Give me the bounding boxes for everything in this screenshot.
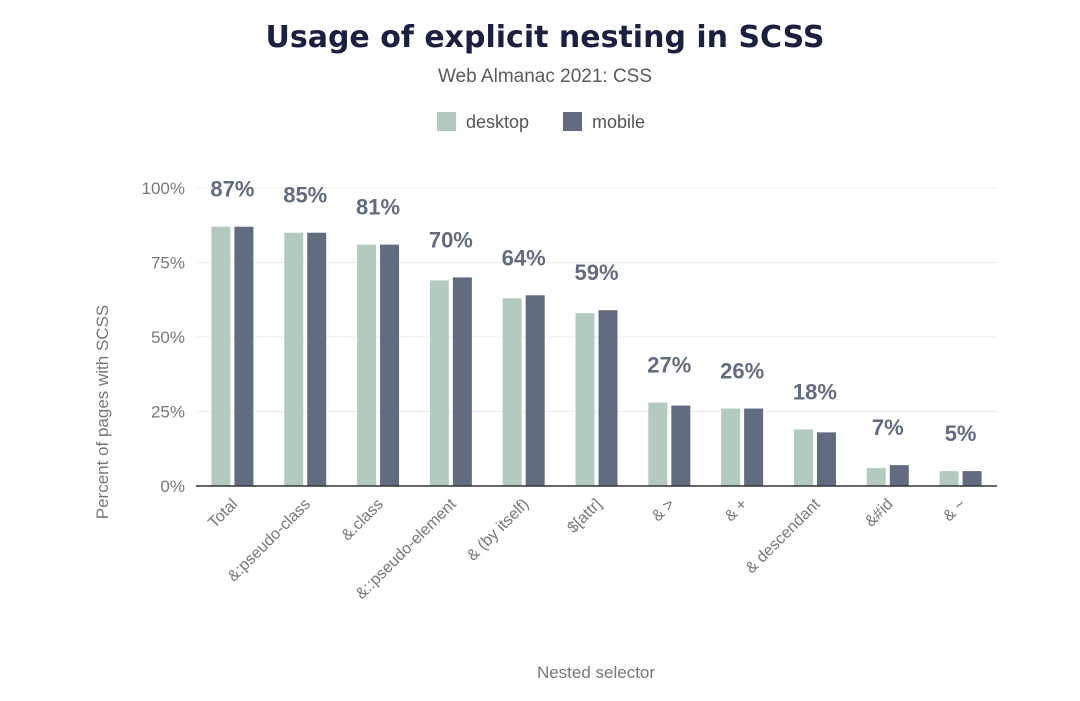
x-category-label: & > xyxy=(649,496,678,525)
bar-mobile xyxy=(816,432,836,486)
legend-swatch-mobile xyxy=(563,112,582,131)
x-category-label: &.class xyxy=(338,496,386,544)
bar-desktop xyxy=(284,232,304,486)
bar-mobile xyxy=(452,277,472,486)
bar-desktop xyxy=(575,313,595,486)
data-label: 7% xyxy=(872,415,904,440)
data-label: 27% xyxy=(647,353,691,378)
bar-mobile xyxy=(889,465,909,486)
bar-mobile xyxy=(962,471,982,486)
x-category-label: & (by itself) xyxy=(464,496,533,565)
y-tick-label: 0% xyxy=(160,477,185,496)
x-axis-title: Nested selector xyxy=(537,663,655,682)
x-category-label: &#id xyxy=(862,496,897,531)
chart-subtitle: Web Almanac 2021: CSS xyxy=(438,66,652,87)
legend: desktop mobile xyxy=(437,112,645,132)
data-label: 70% xyxy=(429,227,473,252)
y-tick-label: 25% xyxy=(151,403,185,422)
bars xyxy=(211,226,982,487)
bar-desktop xyxy=(502,298,522,486)
bar-desktop xyxy=(648,402,668,486)
legend-label-mobile: mobile xyxy=(592,112,645,132)
gridlines xyxy=(196,187,997,412)
data-label: 59% xyxy=(574,260,618,285)
y-tick-label: 50% xyxy=(151,328,185,347)
x-category-label: $[attr] xyxy=(564,496,605,537)
bar-mobile xyxy=(598,310,618,486)
y-axis-title: Percent of pages with SCSS xyxy=(93,305,112,520)
x-category-label: Total xyxy=(205,496,241,532)
chart-title: Usage of explicit nesting in SCSS xyxy=(265,20,824,55)
bar-desktop xyxy=(793,429,813,486)
bar-desktop xyxy=(429,280,449,486)
x-axis-categories: Total&:pseudo-class &.class&::pseudo-elem… xyxy=(205,495,969,602)
data-label: 26% xyxy=(720,359,764,384)
data-label: 81% xyxy=(356,195,400,220)
bar-mobile xyxy=(744,408,764,486)
bar-mobile xyxy=(234,226,254,487)
bar-desktop xyxy=(721,408,741,486)
x-category-label: & ~ xyxy=(940,496,969,525)
bar-mobile xyxy=(525,295,545,486)
bar-desktop xyxy=(939,471,959,486)
bar-desktop xyxy=(357,244,377,486)
data-labels: 87% 85% 81% 70% 64% 59% 27% 26% 18% 7% 5% xyxy=(210,177,976,446)
y-tick-label: 100% xyxy=(142,179,185,198)
y-axis-ticks: 0% 25% 50% 75% 100% xyxy=(142,179,185,496)
data-label: 87% xyxy=(210,177,254,202)
legend-label-desktop: desktop xyxy=(466,112,529,132)
data-label: 64% xyxy=(502,245,546,270)
data-label: 18% xyxy=(793,379,837,404)
bar-mobile xyxy=(380,244,400,486)
bar-mobile xyxy=(307,232,327,486)
data-label: 5% xyxy=(945,421,977,446)
bar-desktop xyxy=(866,468,886,486)
y-tick-label: 75% xyxy=(151,254,185,273)
bar-desktop xyxy=(211,226,231,487)
x-category-label: & descendant xyxy=(743,495,825,577)
data-label: 85% xyxy=(283,183,327,208)
bar-mobile xyxy=(671,405,691,486)
legend-swatch-desktop xyxy=(437,112,456,131)
x-category-label: & + xyxy=(722,496,751,525)
